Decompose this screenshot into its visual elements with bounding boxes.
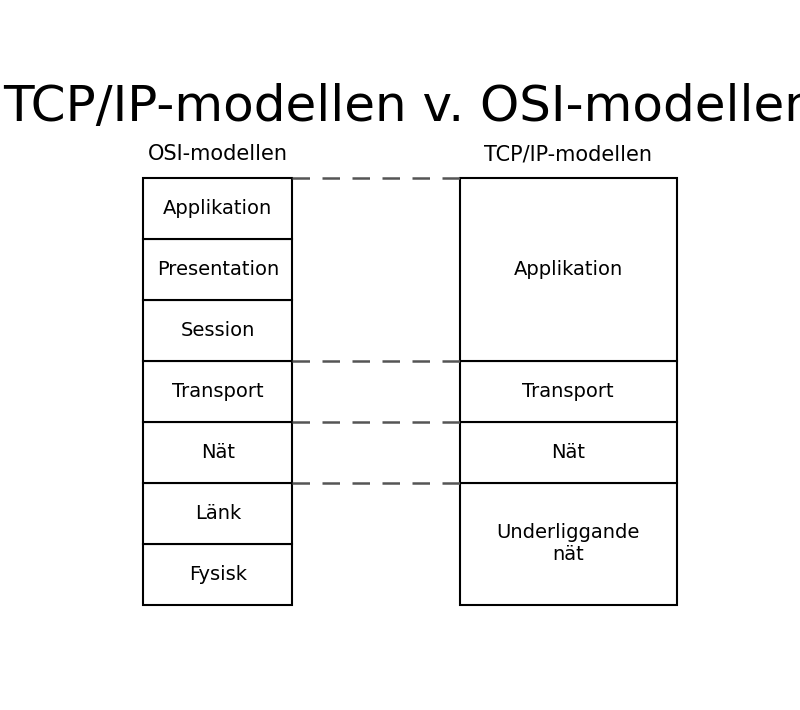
Bar [143, 178, 292, 239]
Bar [143, 544, 292, 605]
Bar [459, 422, 677, 483]
Text: Applikation: Applikation [514, 260, 622, 279]
Bar [143, 361, 292, 422]
Bar [459, 361, 677, 422]
Text: Session: Session [181, 321, 255, 340]
Text: Transport: Transport [172, 382, 264, 401]
Text: Nät: Nät [201, 443, 235, 462]
Text: Presentation: Presentation [157, 260, 279, 279]
Text: Transport: Transport [522, 382, 614, 401]
Text: TCP/IP-modellen: TCP/IP-modellen [484, 144, 652, 165]
Text: Fysisk: Fysisk [189, 564, 246, 584]
Bar [143, 300, 292, 361]
Bar [143, 239, 292, 300]
Text: Underliggande
nät: Underliggande nät [497, 523, 640, 564]
Text: Länk: Länk [194, 503, 241, 523]
Text: Nät: Nät [551, 443, 585, 462]
Bar [143, 483, 292, 544]
Bar [143, 422, 292, 483]
Bar [459, 483, 677, 605]
Bar [459, 178, 677, 361]
Text: TCP/IP-modellen v. OSI-modellen: TCP/IP-modellen v. OSI-modellen [3, 83, 800, 131]
Text: Applikation: Applikation [163, 199, 273, 218]
Text: OSI-modellen: OSI-modellen [148, 144, 288, 165]
